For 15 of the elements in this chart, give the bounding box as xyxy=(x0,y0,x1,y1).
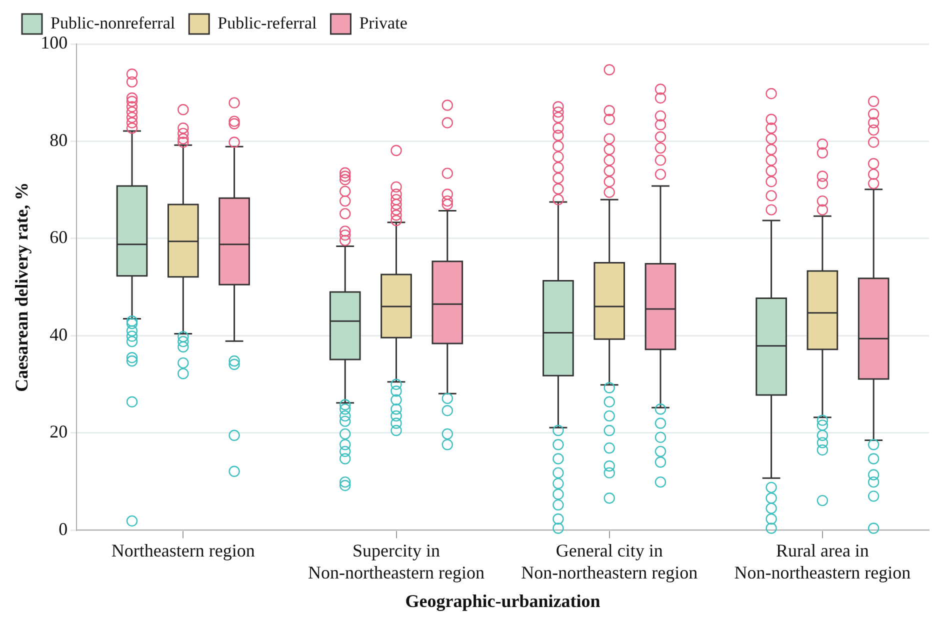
legend-label: Private xyxy=(359,13,408,32)
y-tick-label: 20 xyxy=(50,422,68,442)
y-tick-label: 80 xyxy=(50,130,68,150)
x-tick-label: Supercity in Non-northeastern region xyxy=(308,540,484,582)
x-axis-title: Geographic-urbanization xyxy=(405,590,600,611)
y-tick-label: 40 xyxy=(50,324,68,344)
legend-label: Public-nonreferral xyxy=(50,13,176,32)
x-tick-label: General city in Non-northeastern region xyxy=(521,540,698,582)
legend-label: Public-referral xyxy=(218,13,317,32)
x-tick-label: Northeastern region xyxy=(111,540,255,561)
y-tick-label: 0 xyxy=(58,518,68,539)
x-tick-label: Rural area in Non-northeastern region xyxy=(734,540,911,582)
y-tick-label: 60 xyxy=(50,227,68,248)
y-axis-title: Caesarean delivery rate, % xyxy=(11,182,32,392)
y-tick-label: 100 xyxy=(40,32,68,53)
